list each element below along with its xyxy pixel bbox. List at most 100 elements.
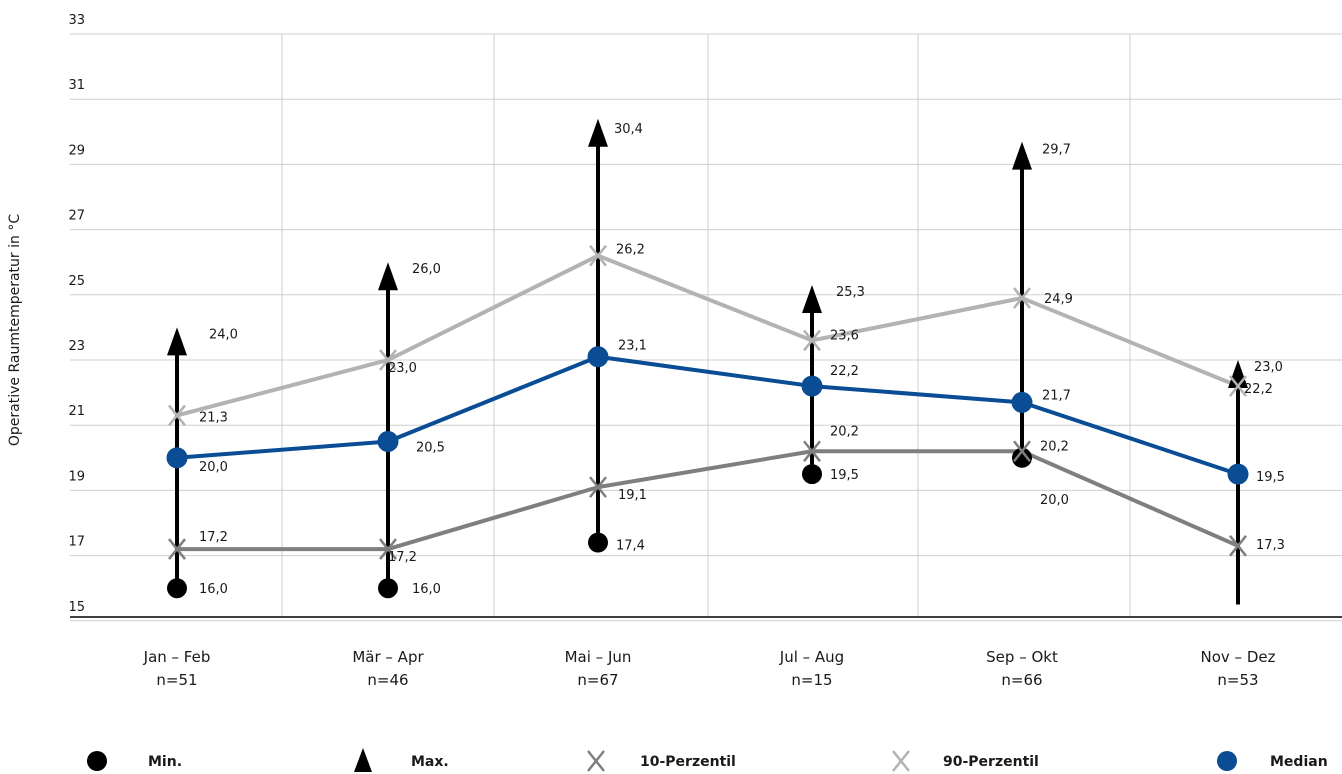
legend-marker-x [892,750,910,772]
median-label: 19,5 [1256,470,1285,485]
median-marker [587,346,609,368]
series-markers [166,118,1249,599]
min-marker [588,532,608,553]
max-marker [588,118,608,147]
min-label: 16,0 [412,582,441,597]
x-sample-size-label: n=67 [577,671,618,689]
legend-marker-circle [1217,751,1237,771]
x-sample-size-label: n=46 [367,671,408,689]
p10-marker [803,440,821,463]
x-category-label: Sep – Okt [986,648,1058,666]
p90-label: 24,9 [1044,292,1073,307]
x-category-label: Jan – Feb [143,648,211,666]
median-label: 23,1 [618,339,647,354]
x-axis-categories: Jan – Feb n=51 Mär – Apr n=46 Mai – Jun n=67 J… [143,648,1276,689]
min-marker [802,464,822,485]
data-labels: 24,0 21,3 20,0 17,2 16,0 26,0 23,0 20,5 17,2 16,0… [199,122,1285,597]
grid [70,33,1342,622]
y-tick-label: 17 [68,535,85,550]
legend-marker-circle [87,751,107,771]
y-tick-label: 29 [68,143,85,158]
max-label: 23,0 [1254,360,1283,375]
max-label: 30,4 [614,122,643,137]
median-label: 20,5 [416,441,445,456]
line-median [176,354,1239,476]
p10-marker [168,538,186,560]
p90-marker [379,349,397,371]
p90-marker [1229,375,1247,397]
x-category-label: Jul – Aug [779,648,844,666]
y-tick-label: 19 [68,469,85,484]
legend-label: 10-Perzentil [640,754,736,770]
median-label: 22,2 [830,364,859,379]
series-lines [176,253,1239,552]
min-label: 20,0 [1040,493,1069,508]
p10-label: 20,2 [830,424,859,439]
median-marker [1227,463,1249,485]
x-category-label: Mai – Jun [565,648,632,666]
max-label: 25,3 [836,285,865,300]
x-sample-size-label: n=15 [791,671,832,689]
legend: Min. Max. 10-Perzentil 90-Perzentil Median [87,748,1328,772]
min-label: 19,5 [830,468,859,483]
y-tick-label: 23 [68,339,85,354]
p90-marker [1013,287,1031,309]
min-marker [1012,447,1032,468]
x-sample-size-label: n=53 [1217,671,1258,689]
y-tick-label: 15 [68,600,85,615]
p90-marker [803,329,821,352]
y-tick-label: 31 [68,78,85,93]
p90-label: 22,2 [1244,382,1273,397]
line-10-perzentil [177,449,1239,552]
p10-marker [379,538,397,560]
min-marker [378,578,398,599]
y-axis-ticks: 15 17 19 21 23 25 27 29 31 33 [68,13,85,615]
p90-label: 23,6 [830,328,859,343]
legend-label: Max. [411,754,449,770]
median-marker [166,447,188,469]
x-sample-size-label: n=51 [156,671,197,689]
median-marker [377,431,399,452]
p10-label: 17,2 [388,550,417,565]
x-sample-size-label: n=66 [1001,671,1042,689]
p10-label: 20,2 [1040,439,1069,454]
y-tick-label: 33 [68,13,85,28]
legend-label: Median [1270,754,1328,770]
legend-marker-x [587,750,605,772]
min-label: 16,0 [199,582,228,597]
max-marker [167,327,187,356]
p90-marker [168,404,186,427]
median-marker [801,375,823,397]
min-label: 17,4 [616,539,645,554]
max-marker [1012,141,1032,170]
min-marker [167,578,187,599]
legend-marker-triangle [354,748,372,772]
p10-marker [1229,535,1247,557]
max-label: 29,7 [1042,143,1071,158]
line-90-perzentil [176,253,1239,418]
p10-label: 17,3 [1256,538,1285,553]
p90-marker [589,244,607,267]
p10-label: 17,2 [199,530,228,545]
legend-label: Min. [148,754,182,770]
x-category-label: Nov – Dez [1201,648,1276,666]
y-axis-label: Operative Raumtemperatur in °C [7,214,23,446]
max-marker [802,285,822,314]
y-tick-label: 27 [68,209,85,224]
p10-label: 19,1 [618,488,647,503]
median-label: 21,7 [1042,388,1071,403]
p90-label: 26,2 [616,243,645,258]
p10-marker [589,476,607,498]
median-marker [1011,391,1033,413]
p90-label: 21,3 [199,410,228,425]
p90-label: 23,0 [388,361,417,376]
y-tick-label: 25 [68,274,85,289]
x-category-label: Mär – Apr [352,648,424,666]
max-label: 24,0 [209,327,238,342]
p10-marker [1013,440,1031,463]
median-label: 20,0 [199,460,228,475]
max-label: 26,0 [412,262,441,277]
y-tick-label: 21 [68,404,85,419]
legend-label: 90-Perzentil [943,754,1039,770]
